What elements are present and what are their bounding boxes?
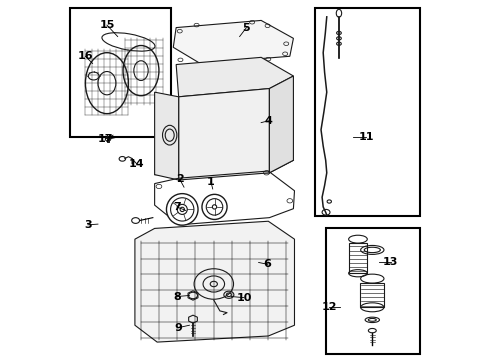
Ellipse shape [163, 125, 177, 145]
Polygon shape [179, 89, 270, 180]
Text: 13: 13 [383, 257, 398, 267]
Bar [361, 283, 384, 307]
Text: 5: 5 [243, 23, 250, 33]
Bar [315, 8, 420, 216]
Text: 4: 4 [265, 116, 272, 126]
Polygon shape [155, 92, 179, 180]
Polygon shape [270, 76, 294, 173]
Text: 10: 10 [236, 293, 251, 303]
Text: 16: 16 [77, 51, 93, 61]
Text: 15: 15 [99, 20, 115, 30]
Ellipse shape [202, 194, 227, 220]
Text: 1: 1 [207, 177, 215, 187]
Polygon shape [176, 57, 294, 97]
Text: 7: 7 [173, 202, 181, 212]
Text: 17: 17 [98, 134, 114, 144]
Text: 6: 6 [264, 259, 271, 269]
Text: 2: 2 [176, 174, 184, 184]
Text: 12: 12 [321, 302, 337, 312]
Text: 9: 9 [174, 323, 182, 333]
Ellipse shape [167, 194, 198, 225]
Bar [326, 228, 420, 354]
Text: 3: 3 [84, 220, 92, 230]
Polygon shape [135, 221, 294, 342]
Text: 14: 14 [129, 159, 145, 169]
Bar [349, 243, 368, 273]
Polygon shape [173, 21, 294, 63]
Text: 11: 11 [359, 132, 374, 142]
Bar [70, 8, 172, 137]
Text: 8: 8 [173, 292, 181, 302]
